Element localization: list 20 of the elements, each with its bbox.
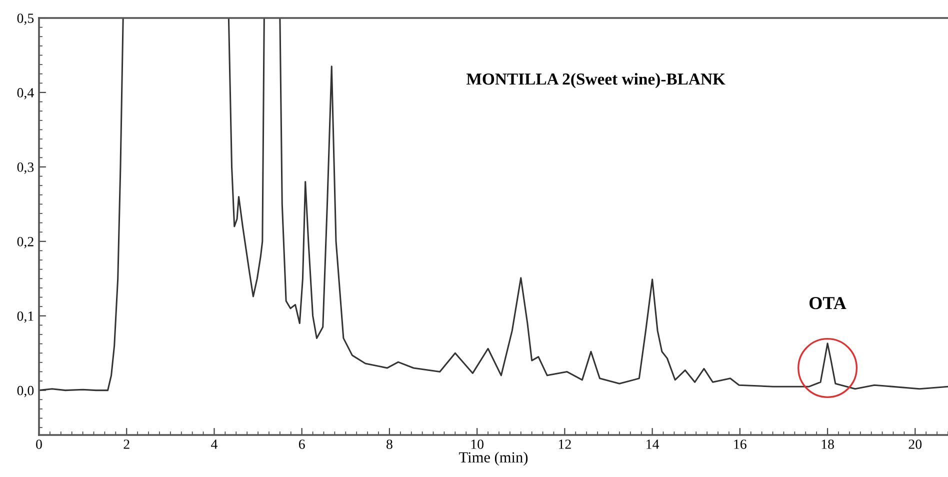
x-tick-label: 16 xyxy=(734,440,746,449)
x-tick-label: 12 xyxy=(558,440,571,449)
y-tick-label: 0,4 xyxy=(17,88,34,100)
x-axis-title: Time (min) xyxy=(459,452,528,466)
x-tick-label: 18 xyxy=(822,440,834,449)
y-tick-label: 0,2 xyxy=(17,236,34,248)
text: MONTILLA 2(Sweet wine)-BLANK xyxy=(466,72,726,88)
annotation: OTA xyxy=(810,297,846,310)
y-tick-label: 0,5 xyxy=(17,14,34,25)
x-tick-label: 6 xyxy=(298,440,305,449)
x-tick-label: 20 xyxy=(908,440,922,449)
y-tick-label: 0,1 xyxy=(17,311,34,323)
x-tick-label: 4 xyxy=(211,440,218,449)
x-tick-label: 0 xyxy=(36,440,42,449)
x-tick-label: 2 xyxy=(124,440,130,449)
x-tick-label: 14 xyxy=(646,440,660,449)
x-tick-label: 8 xyxy=(386,440,392,449)
y-tick-label: 0,0 xyxy=(17,386,34,398)
y-tick-label: 0,3 xyxy=(17,162,34,174)
x-tick-label: 10 xyxy=(471,440,484,449)
